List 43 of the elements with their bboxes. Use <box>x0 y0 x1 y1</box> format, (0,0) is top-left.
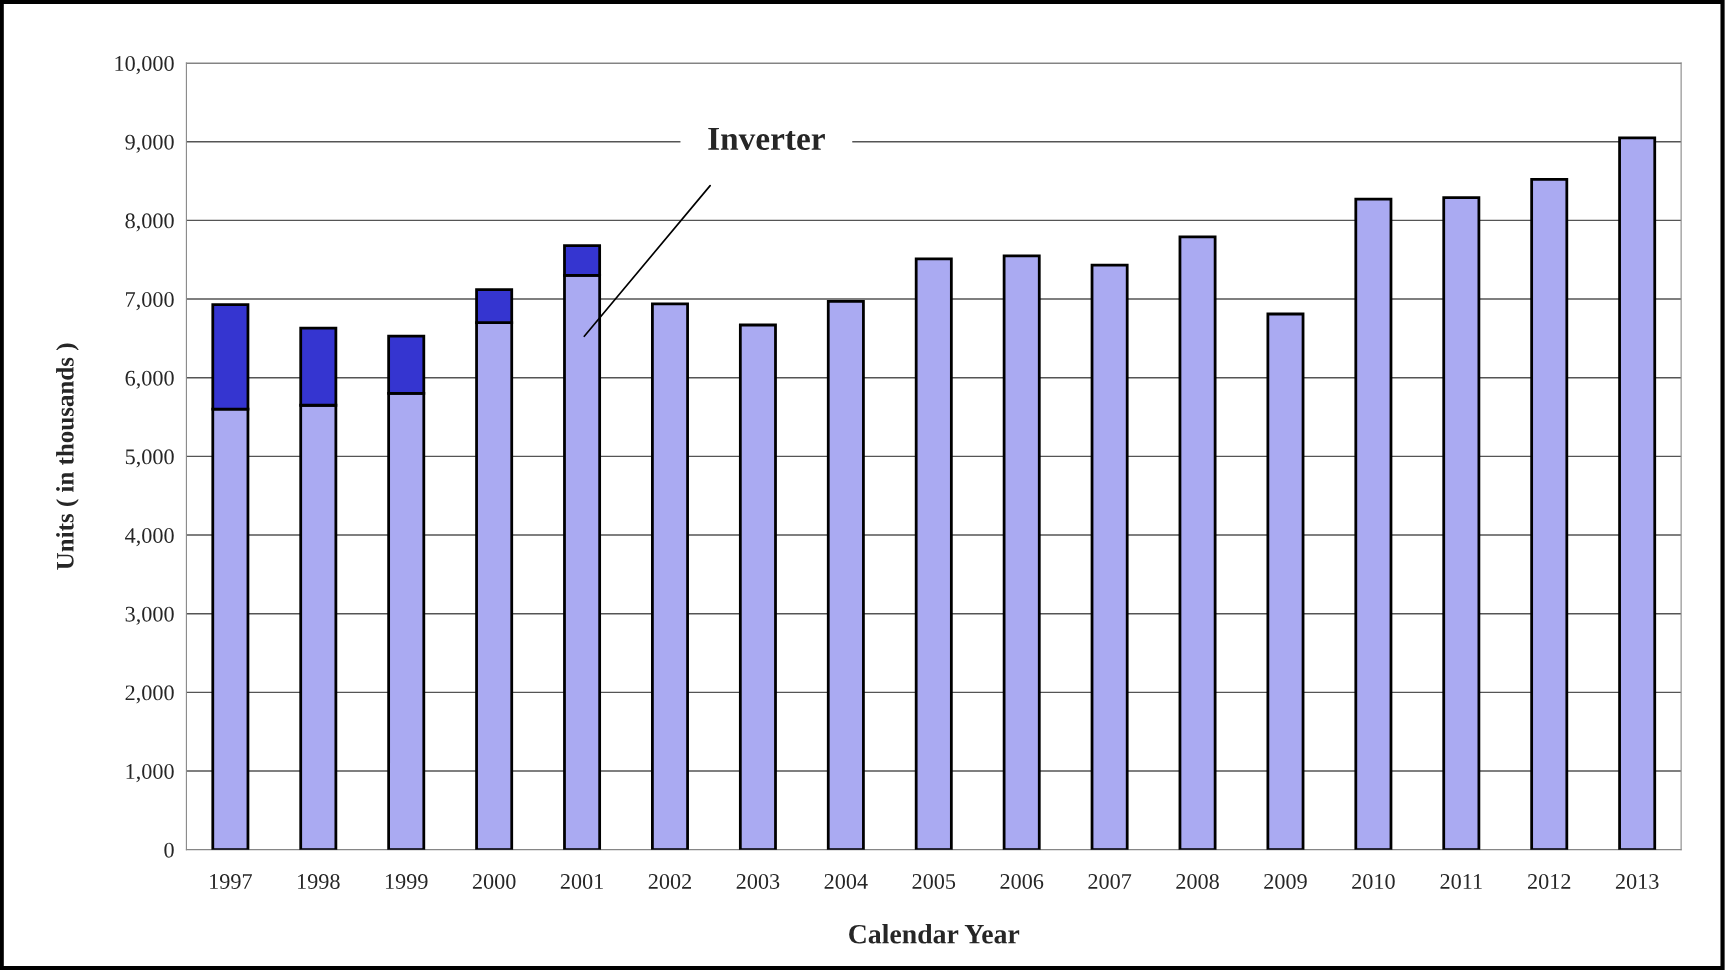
x-tick-label: 2002 <box>648 873 691 889</box>
x-tick-label: 2006 <box>1000 873 1044 889</box>
y-tick-label: 7,000 <box>126 291 174 311</box>
y-axis-title: Units ( in thousands ) <box>56 343 79 570</box>
bar <box>1266 312 1305 850</box>
x-tick-label: 1999 <box>385 874 428 889</box>
bar <box>1442 196 1481 850</box>
x-tick-label: 1997 <box>210 874 252 889</box>
bar <box>914 257 953 850</box>
y-tick-label: 4,000 <box>125 527 174 547</box>
x-tick-label: 2003 <box>736 873 780 889</box>
x-tick-label: 2000 <box>472 873 516 889</box>
x-tick-label: 2010 <box>1352 873 1395 889</box>
bar <box>1090 263 1129 850</box>
x-tick-label: 2004 <box>824 873 868 889</box>
y-tick-label: 0 <box>164 842 174 858</box>
bar <box>1618 136 1657 850</box>
x-tick-label: 2011 <box>1440 873 1482 889</box>
y-tick-label: 3,000 <box>125 606 174 625</box>
y-tick-label: 1,000 <box>126 763 174 783</box>
x-tick-label: 2008 <box>1176 873 1219 889</box>
y-tick-label: 10,000 <box>115 55 174 75</box>
y-tick-label: 2,000 <box>125 685 174 704</box>
x-tick-label: 2012 <box>1527 873 1571 889</box>
annotation: Inverter <box>708 127 825 151</box>
bar <box>1002 254 1041 850</box>
x-tick-label: 1998 <box>298 873 340 889</box>
y-tick-label: 8,000 <box>125 213 174 232</box>
x-tick-label: 2013 <box>1615 873 1659 889</box>
y-tick-label: 9,000 <box>125 134 174 153</box>
bar <box>826 300 865 850</box>
x-tick-label: 2007 <box>1088 873 1132 889</box>
x-tick-label: 2001 <box>560 873 603 889</box>
bar <box>1530 178 1569 850</box>
bar <box>738 323 777 850</box>
x-tick-label: 2005 <box>912 873 956 889</box>
x-axis-title: Calendar Year <box>849 924 1020 944</box>
bar <box>651 302 689 850</box>
y-tick-label: 5,000 <box>125 449 174 468</box>
y-tick-label: 6,000 <box>125 370 174 389</box>
bar <box>1178 235 1217 850</box>
x-tick-label: 2009 <box>1264 873 1307 889</box>
bar <box>1354 197 1393 850</box>
